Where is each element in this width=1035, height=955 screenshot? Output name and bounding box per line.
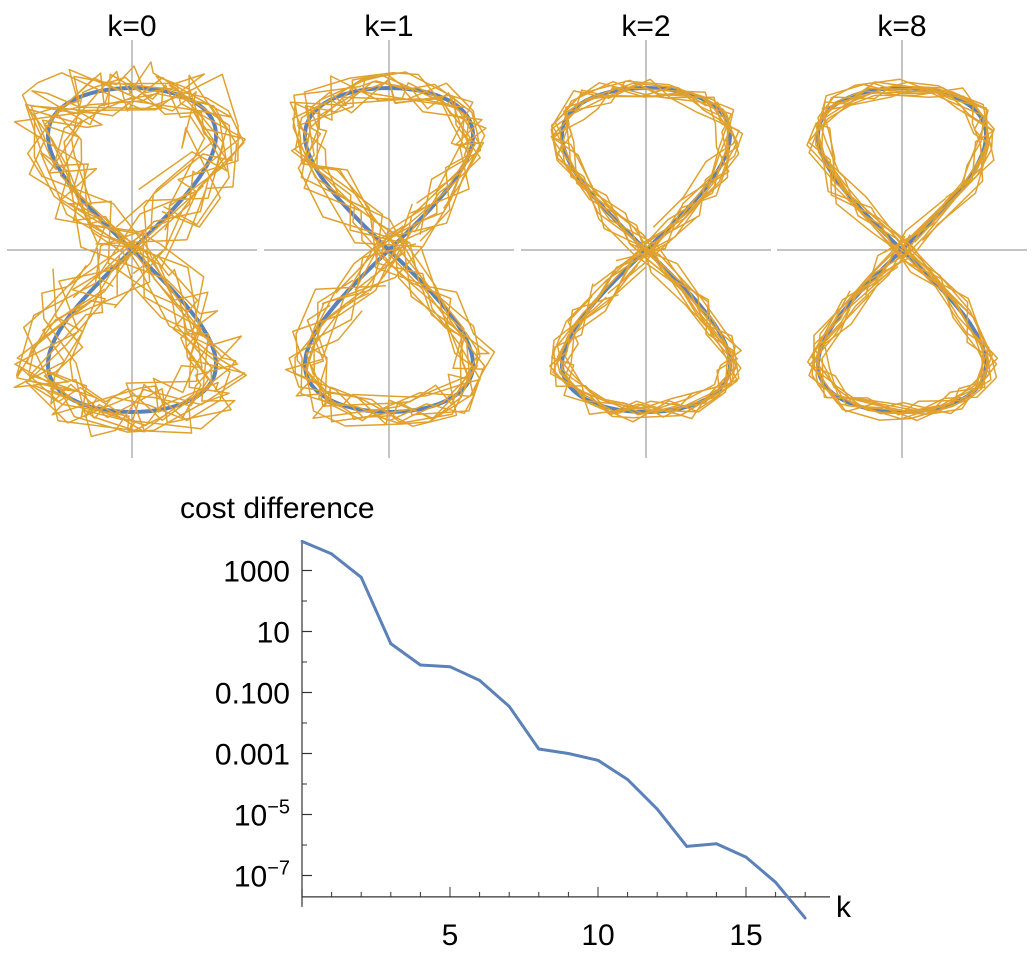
data-point	[655, 807, 659, 811]
panel-0: k=0	[7, 10, 257, 458]
panel-8: k=8	[777, 10, 1027, 458]
trajectory-line	[13, 82, 246, 432]
data-point	[744, 855, 748, 859]
trajectory-bundle	[549, 78, 744, 423]
trajectory-line	[43, 76, 242, 420]
data-point	[567, 752, 570, 755]
data-point	[715, 842, 718, 846]
data-point	[626, 778, 629, 781]
panel-title: k=2	[621, 10, 670, 43]
y-tick-label: 0.100	[215, 678, 290, 711]
data-point	[389, 642, 393, 646]
trajectory-line	[808, 87, 990, 421]
trajectory-line	[550, 89, 739, 415]
trajectory-line	[14, 68, 248, 438]
panel-title: k=1	[364, 10, 413, 43]
trajectory-bundle	[13, 61, 248, 438]
trajectory-bundle	[806, 78, 999, 422]
data-point	[419, 663, 422, 667]
y-tick-label: 10	[257, 617, 290, 650]
y-tick-label: 10−7	[234, 858, 290, 894]
trajectory-panels: k=0 k=1 k=2 k=8	[7, 10, 1027, 458]
y-tick-label: 10−5	[234, 797, 290, 833]
trajectory-line	[15, 74, 230, 434]
panel-1: k=1	[264, 10, 514, 458]
trajectory-line	[16, 73, 246, 427]
x-tick-label: 10	[581, 919, 614, 952]
trajectory-line	[554, 78, 740, 420]
y-tick-label: 1000	[223, 556, 290, 589]
y-tick-label: 0.001	[215, 739, 290, 772]
data-point	[774, 880, 777, 884]
trajectory-line	[16, 75, 215, 433]
y-axis-label: cost difference	[180, 492, 375, 525]
trajectory-line	[551, 83, 737, 418]
panel-title: k=8	[877, 10, 926, 43]
data-point	[300, 539, 304, 543]
trajectory-line	[815, 82, 998, 414]
trajectory-line	[549, 80, 739, 416]
series-line	[301, 540, 807, 920]
trajectory-line	[289, 82, 486, 427]
trajectory-line	[294, 71, 482, 419]
trajectory-line	[811, 83, 992, 416]
trajectory-line	[814, 89, 989, 415]
trajectory-line	[295, 82, 484, 421]
trajectory-line	[284, 80, 490, 407]
trajectory-bundle	[284, 71, 496, 428]
data-point	[537, 747, 541, 751]
panel-2: k=2	[521, 10, 771, 458]
trajectory-line	[22, 72, 228, 416]
data-point	[330, 552, 333, 556]
trajectory-line	[13, 86, 245, 424]
trajectory-line	[43, 61, 237, 422]
x-tick-label: 15	[729, 919, 762, 952]
data-point	[803, 916, 807, 920]
cost-difference-chart: cost difference k 1000 10 0.100 0.001 10−5 10…	[180, 492, 852, 952]
trajectory-line	[814, 87, 999, 420]
trajectory-line	[817, 85, 998, 413]
data-point	[685, 844, 689, 848]
trajectory-line	[291, 80, 485, 408]
data-point	[359, 575, 363, 579]
data-point	[478, 678, 481, 682]
data-point	[507, 705, 511, 708]
trajectory-line	[21, 72, 239, 424]
trajectory-line	[552, 90, 740, 419]
panel-title: k=0	[107, 10, 156, 43]
x-tick-label: 5	[442, 919, 459, 952]
trajectory-line	[811, 87, 994, 411]
data-point	[596, 758, 600, 762]
data-point	[448, 665, 452, 669]
x-axis-label: k	[836, 891, 852, 924]
trajectory-line	[295, 80, 478, 423]
